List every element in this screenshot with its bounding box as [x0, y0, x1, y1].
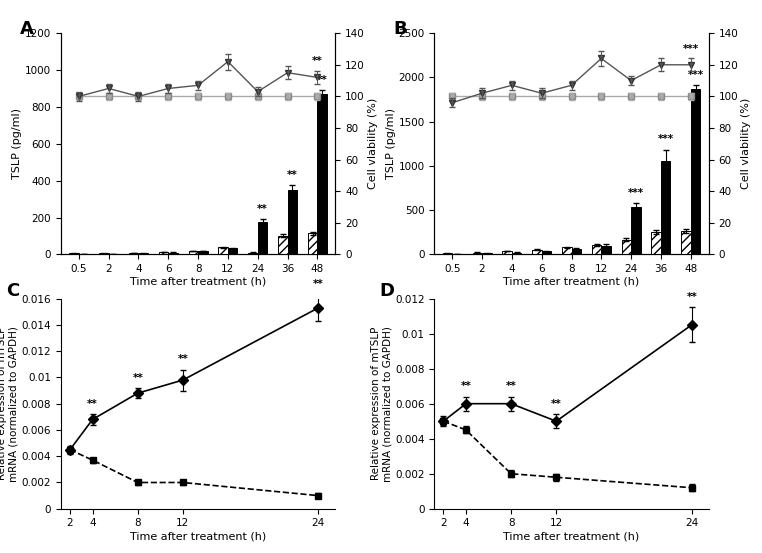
- Text: D: D: [379, 282, 395, 300]
- Text: **: **: [178, 354, 188, 364]
- Y-axis label: TSLP (pg/ml): TSLP (pg/ml): [12, 108, 22, 179]
- Bar: [139, 253, 148, 254]
- Bar: [287, 190, 297, 254]
- Bar: [562, 247, 572, 254]
- Bar: [129, 253, 139, 254]
- Y-axis label: Cell vlability (%): Cell vlability (%): [367, 98, 377, 190]
- Bar: [472, 253, 482, 254]
- Bar: [219, 247, 228, 254]
- Text: C: C: [6, 282, 19, 300]
- X-axis label: Time after treatment (h): Time after treatment (h): [504, 277, 639, 287]
- Legend: control, HA-19 (30μM): control, HA-19 (30μM): [440, 551, 626, 553]
- Bar: [572, 249, 581, 254]
- Bar: [532, 249, 542, 254]
- Bar: [158, 252, 168, 254]
- Bar: [198, 251, 208, 254]
- Bar: [168, 253, 178, 254]
- Bar: [99, 253, 109, 254]
- Bar: [258, 222, 267, 254]
- Bar: [681, 231, 691, 254]
- Bar: [691, 89, 700, 254]
- Bar: [482, 253, 491, 254]
- Text: A: A: [20, 20, 34, 38]
- Bar: [248, 253, 258, 254]
- Y-axis label: Relative expression of mTSLP
mRNA (normalized to GAPDH): Relative expression of mTSLP mRNA (norma…: [370, 326, 392, 482]
- Text: **: **: [312, 56, 323, 66]
- Text: **: **: [506, 382, 517, 392]
- Text: **: **: [460, 382, 472, 392]
- Text: ***: ***: [683, 44, 699, 54]
- Bar: [652, 232, 661, 254]
- Text: **: **: [313, 279, 324, 289]
- Y-axis label: Relative expression of mTSLP
mRNA (normalized to GAPDH): Relative expression of mTSLP mRNA (norma…: [0, 326, 19, 482]
- Text: **: **: [257, 204, 268, 214]
- Text: **: **: [551, 399, 562, 409]
- Bar: [228, 248, 238, 254]
- Bar: [443, 253, 452, 254]
- Text: ***: ***: [628, 187, 644, 197]
- Legend: control, HA-7 (30μM): control, HA-7 (30μM): [66, 296, 251, 315]
- Text: **: **: [87, 399, 98, 409]
- X-axis label: Time after treatment (h): Time after treatment (h): [130, 531, 266, 541]
- Bar: [502, 251, 512, 254]
- Bar: [188, 251, 198, 254]
- Bar: [278, 236, 287, 254]
- Text: **: **: [687, 292, 697, 302]
- Text: **: **: [317, 75, 328, 85]
- Bar: [318, 94, 327, 254]
- Bar: [512, 253, 521, 254]
- X-axis label: Time after treatment (h): Time after treatment (h): [504, 531, 639, 541]
- Bar: [592, 244, 601, 254]
- X-axis label: Time after treatment (h): Time after treatment (h): [130, 277, 266, 287]
- Legend: control, HA-19 (30μM): control, HA-19 (30μM): [440, 296, 631, 315]
- Text: ***: ***: [687, 70, 703, 80]
- Y-axis label: TSLP (pg/ml): TSLP (pg/ml): [386, 108, 395, 179]
- Y-axis label: Cell vlability (%): Cell vlability (%): [741, 98, 751, 190]
- Bar: [631, 207, 641, 254]
- Bar: [622, 240, 631, 254]
- Bar: [308, 233, 318, 254]
- Text: **: **: [287, 170, 298, 180]
- Text: ***: ***: [658, 134, 674, 144]
- Bar: [69, 253, 78, 254]
- Bar: [601, 246, 611, 254]
- Text: B: B: [393, 20, 407, 38]
- Text: **: **: [133, 373, 143, 383]
- Bar: [661, 160, 671, 254]
- Legend: control, HA-7 (30μM): control, HA-7 (30μM): [66, 551, 246, 553]
- Bar: [542, 251, 551, 254]
